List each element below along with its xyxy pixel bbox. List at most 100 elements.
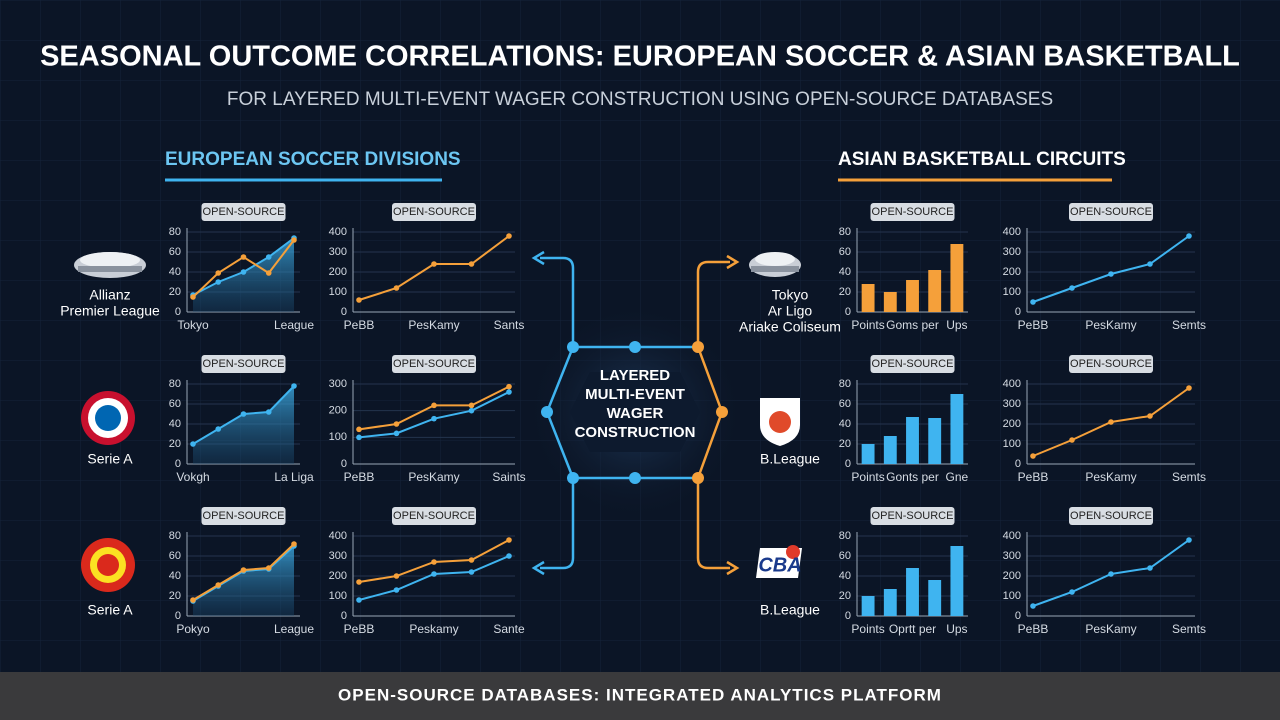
point [468, 402, 475, 409]
x-tick-label: Ups [946, 622, 967, 636]
point [356, 597, 362, 603]
bar [883, 589, 897, 616]
point [265, 270, 272, 276]
bar [950, 546, 964, 616]
x-tick-label: La Liga [274, 470, 314, 484]
y-tick-label: 60 [169, 246, 181, 258]
logos [74, 252, 802, 592]
x-tick-label: Semts [1172, 318, 1206, 332]
y-tick-label: 100 [329, 590, 347, 602]
point [506, 389, 512, 395]
point [190, 597, 196, 603]
badge [392, 507, 476, 525]
badge [201, 507, 286, 525]
team-label: Tokyo [772, 287, 809, 303]
point [1186, 537, 1192, 543]
point [356, 579, 362, 585]
y-tick-label: 0 [341, 306, 347, 318]
point [431, 261, 437, 267]
point [240, 254, 247, 260]
y-tick-label: 80 [169, 530, 181, 542]
point [356, 434, 362, 441]
point [1108, 271, 1114, 277]
y-tick-label: 80 [169, 378, 181, 390]
badge-label: OPEN-SOURCE [203, 358, 285, 370]
point [431, 402, 437, 409]
y-tick-label: 0 [1015, 306, 1021, 318]
x-tick-label: League [274, 318, 314, 332]
bar [906, 417, 919, 464]
point [265, 254, 272, 260]
point [356, 297, 362, 303]
y-tick-label: 0 [341, 610, 347, 622]
y-tick-label: 400 [1003, 530, 1021, 542]
point [215, 270, 222, 276]
point [1186, 385, 1192, 391]
point [506, 537, 512, 543]
y-tick-label: 0 [175, 458, 181, 470]
x-tick-label: PeBB [344, 622, 375, 636]
y-tick-label: 60 [169, 398, 181, 410]
y-tick-label: 300 [329, 550, 347, 562]
x-tick-label: Vokgh [176, 470, 209, 484]
y-tick-label: 40 [169, 266, 181, 278]
badge [201, 355, 286, 373]
bar [883, 292, 897, 312]
y-tick-label: 0 [845, 610, 851, 622]
point [506, 383, 512, 390]
x-tick-label: PesKamy [1085, 318, 1136, 332]
x-tick-label: PesKamy [1085, 470, 1136, 484]
badge [1069, 355, 1153, 373]
y-tick-label: 40 [169, 570, 181, 582]
point [1069, 589, 1075, 595]
y-tick-label: 60 [169, 550, 181, 562]
y-tick-label: 200 [329, 405, 347, 417]
x-tick-label: PeBB [344, 470, 375, 484]
x-tick-label: Pokyo [176, 622, 210, 636]
bar [950, 244, 964, 312]
y-tick-label: 100 [329, 431, 347, 443]
x-tick-label: Ups [946, 318, 967, 332]
badge [201, 203, 286, 221]
y-tick-label: 100 [1003, 286, 1021, 298]
team-label: Serie A [87, 602, 133, 618]
hub-label: CONSTRUCTION [575, 424, 696, 441]
footer-bar [0, 672, 1280, 720]
bar [906, 280, 919, 312]
bar [861, 596, 875, 616]
point [1186, 233, 1192, 239]
x-tick-label: Gonts per [886, 470, 939, 484]
x-tick-label: PeBB [1018, 318, 1049, 332]
team-label: B.League [760, 451, 820, 467]
y-tick-label: 400 [329, 226, 347, 238]
bar [950, 394, 964, 464]
point [190, 441, 196, 447]
y-tick-label: 80 [839, 530, 851, 542]
y-tick-label: 20 [169, 590, 181, 602]
y-tick-label: 60 [839, 398, 851, 410]
y-tick-label: 0 [1015, 458, 1021, 470]
badge-label: OPEN-SOURCE [203, 206, 285, 218]
point [1030, 603, 1036, 609]
y-tick-label: 80 [169, 226, 181, 238]
y-tick-label: 80 [839, 378, 851, 390]
y-tick-label: 100 [1003, 590, 1021, 602]
y-tick-label: 100 [1003, 438, 1021, 450]
section-title: EUROPEAN SOCCER DIVISIONS [165, 149, 461, 170]
y-tick-label: 40 [169, 418, 181, 430]
badge [870, 507, 955, 525]
point [393, 573, 400, 579]
team-label: Premier League [60, 303, 160, 319]
hub-label: MULTI-EVENT [585, 386, 685, 403]
area-fill [193, 386, 294, 464]
point [240, 411, 247, 417]
x-tick-label: Sants [494, 318, 525, 332]
y-tick-label: 40 [839, 570, 851, 582]
x-tick-label: League [274, 622, 314, 636]
y-tick-label: 300 [1003, 246, 1021, 258]
point [291, 383, 297, 389]
point [291, 237, 297, 243]
y-tick-label: 300 [329, 378, 347, 390]
point [240, 567, 247, 573]
y-tick-label: 400 [1003, 226, 1021, 238]
